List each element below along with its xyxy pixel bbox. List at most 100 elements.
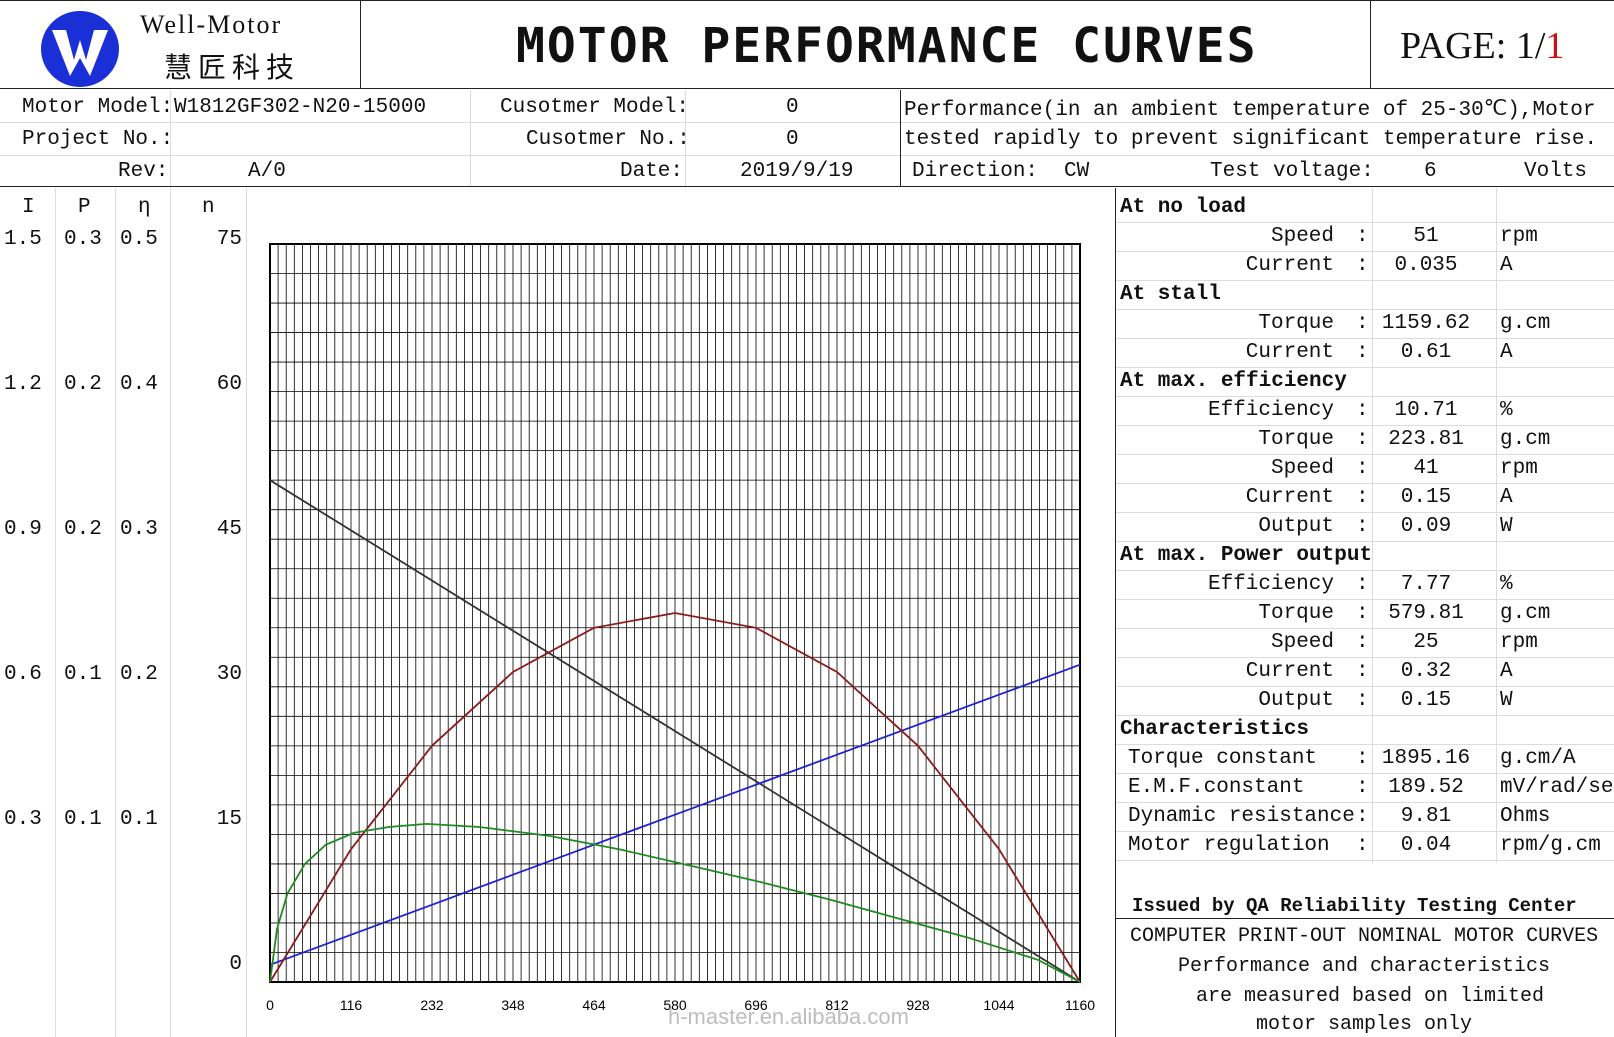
result-label: Current bbox=[1245, 486, 1334, 509]
result-label: Dynamic resistance bbox=[1128, 805, 1355, 828]
date-value: 2019/9/19 bbox=[740, 160, 854, 183]
scale-value: 60 bbox=[216, 373, 242, 396]
test-voltage-value: 6 bbox=[1424, 160, 1437, 183]
result-label: Current bbox=[1245, 660, 1334, 683]
customer-model-label: Cusotmer Model: bbox=[500, 96, 690, 119]
scale-col-line bbox=[115, 188, 116, 1037]
scale-value: 0.3 bbox=[64, 228, 102, 251]
result-value: 1159.62 bbox=[1381, 312, 1471, 335]
result-unit: rpm bbox=[1500, 457, 1538, 480]
result-colon: : bbox=[1356, 341, 1369, 364]
performance-note-1: Performance(in an ambient temperature of… bbox=[904, 99, 1596, 122]
x-tick-label: 696 bbox=[744, 997, 768, 1010]
scale-col-line bbox=[170, 188, 171, 1037]
result-label: Speed bbox=[1270, 457, 1334, 480]
scale-value: 15 bbox=[216, 808, 242, 831]
results-section-title: At no load bbox=[1120, 196, 1247, 219]
results-row-line bbox=[1116, 425, 1614, 426]
result-unit: g.cm/A bbox=[1500, 747, 1576, 770]
page-indicator: PAGE: 1/1 bbox=[1400, 24, 1564, 68]
result-colon: : bbox=[1356, 631, 1369, 654]
result-value: 0.15 bbox=[1400, 689, 1452, 712]
scale-value: 75 bbox=[216, 228, 242, 251]
result-colon: : bbox=[1356, 457, 1369, 480]
customer-model-value: 0 bbox=[786, 96, 799, 119]
scale-value: 0.3 bbox=[4, 808, 42, 831]
scale-value: 0.2 bbox=[64, 518, 102, 541]
info-row-line-2 bbox=[0, 155, 1614, 156]
result-value: 7.77 bbox=[1400, 573, 1452, 596]
results-section-title: At max. efficiency bbox=[1120, 370, 1347, 393]
page-label: PAGE: bbox=[1400, 25, 1507, 67]
result-value: 9.81 bbox=[1400, 805, 1452, 828]
series-line-n bbox=[269, 479, 1081, 983]
rev-label: Rev: bbox=[118, 160, 169, 183]
results-row-line bbox=[1116, 686, 1614, 687]
footer-note-3: are measured based on limited bbox=[1196, 985, 1545, 1008]
result-colon: : bbox=[1356, 776, 1369, 799]
info-col-line bbox=[685, 90, 686, 186]
info-col-line bbox=[470, 90, 471, 186]
results-row-line bbox=[1116, 483, 1614, 484]
results-row-line bbox=[1116, 280, 1614, 281]
result-unit: A bbox=[1500, 254, 1513, 277]
watermark: h-master.en.alibaba.com bbox=[668, 1004, 909, 1029]
x-tick-label: 1044 bbox=[983, 997, 1014, 1010]
result-unit: rpm/g.cm bbox=[1500, 834, 1601, 857]
results-row-line bbox=[1116, 512, 1614, 513]
x-tick-label: 1160 bbox=[1065, 997, 1095, 1010]
results-row-line bbox=[1116, 251, 1614, 252]
results-row-line bbox=[1116, 541, 1614, 542]
brand-logo-icon bbox=[41, 11, 119, 87]
result-colon: : bbox=[1356, 805, 1369, 828]
customer-no-value: 0 bbox=[786, 128, 799, 151]
scale-value: 0.4 bbox=[120, 373, 158, 396]
result-value: 41 bbox=[1413, 457, 1439, 480]
result-colon: : bbox=[1356, 515, 1369, 538]
results-row-line bbox=[1116, 599, 1614, 600]
result-unit: A bbox=[1500, 341, 1513, 364]
scale-header-current: I bbox=[22, 196, 35, 219]
scale-value: 30 bbox=[216, 663, 242, 686]
results-row-line bbox=[1116, 802, 1614, 803]
project-no-label: Project No.: bbox=[22, 128, 174, 151]
info-col-line bbox=[170, 90, 171, 186]
performance-note-2: tested rapidly to prevent significant te… bbox=[904, 128, 1598, 151]
results-row-line bbox=[1116, 744, 1614, 745]
brand-name-cn: 慧匠科技 bbox=[164, 53, 301, 84]
result-colon: : bbox=[1356, 225, 1369, 248]
results-row-line bbox=[1116, 860, 1614, 861]
scale-value: 0.1 bbox=[64, 808, 102, 831]
result-value: 51 bbox=[1413, 225, 1439, 248]
result-value: 223.81 bbox=[1388, 428, 1464, 451]
result-label: Speed bbox=[1270, 631, 1334, 654]
motor-model-label: Motor Model: bbox=[22, 96, 174, 119]
results-row-line bbox=[1116, 338, 1614, 339]
result-unit: g.cm bbox=[1500, 602, 1551, 625]
result-colon: : bbox=[1356, 747, 1369, 770]
x-tick-label: 928 bbox=[906, 997, 930, 1010]
result-label: Speed bbox=[1270, 225, 1334, 248]
direction-label: Direction: bbox=[912, 160, 1039, 183]
result-colon: : bbox=[1356, 660, 1369, 683]
rev-value: A/0 bbox=[248, 160, 286, 183]
x-tick-label: 464 bbox=[582, 997, 606, 1010]
series-line-eta bbox=[269, 822, 1081, 983]
scale-header-speed: n bbox=[202, 196, 215, 219]
result-label: Motor regulation bbox=[1128, 834, 1330, 857]
result-unit: Ohms bbox=[1500, 805, 1551, 828]
info-row-line-1 bbox=[0, 122, 1614, 123]
result-colon: : bbox=[1356, 312, 1369, 335]
results-section-title: At stall bbox=[1120, 283, 1221, 306]
scale-col-line bbox=[246, 188, 247, 1037]
header-divider bbox=[0, 88, 1614, 89]
results-row-line bbox=[1116, 773, 1614, 774]
page-divider bbox=[1370, 0, 1371, 89]
result-value: 1895.16 bbox=[1381, 747, 1471, 770]
result-colon: : bbox=[1356, 602, 1369, 625]
performance-chart: 0 116 232 348 464 580 696 812 928 1044 1160 bbox=[266, 243, 1095, 1010]
series-line-I bbox=[269, 663, 1081, 966]
result-label: Current bbox=[1245, 341, 1334, 364]
results-row-line bbox=[1116, 396, 1614, 397]
result-label: Current bbox=[1245, 254, 1334, 277]
